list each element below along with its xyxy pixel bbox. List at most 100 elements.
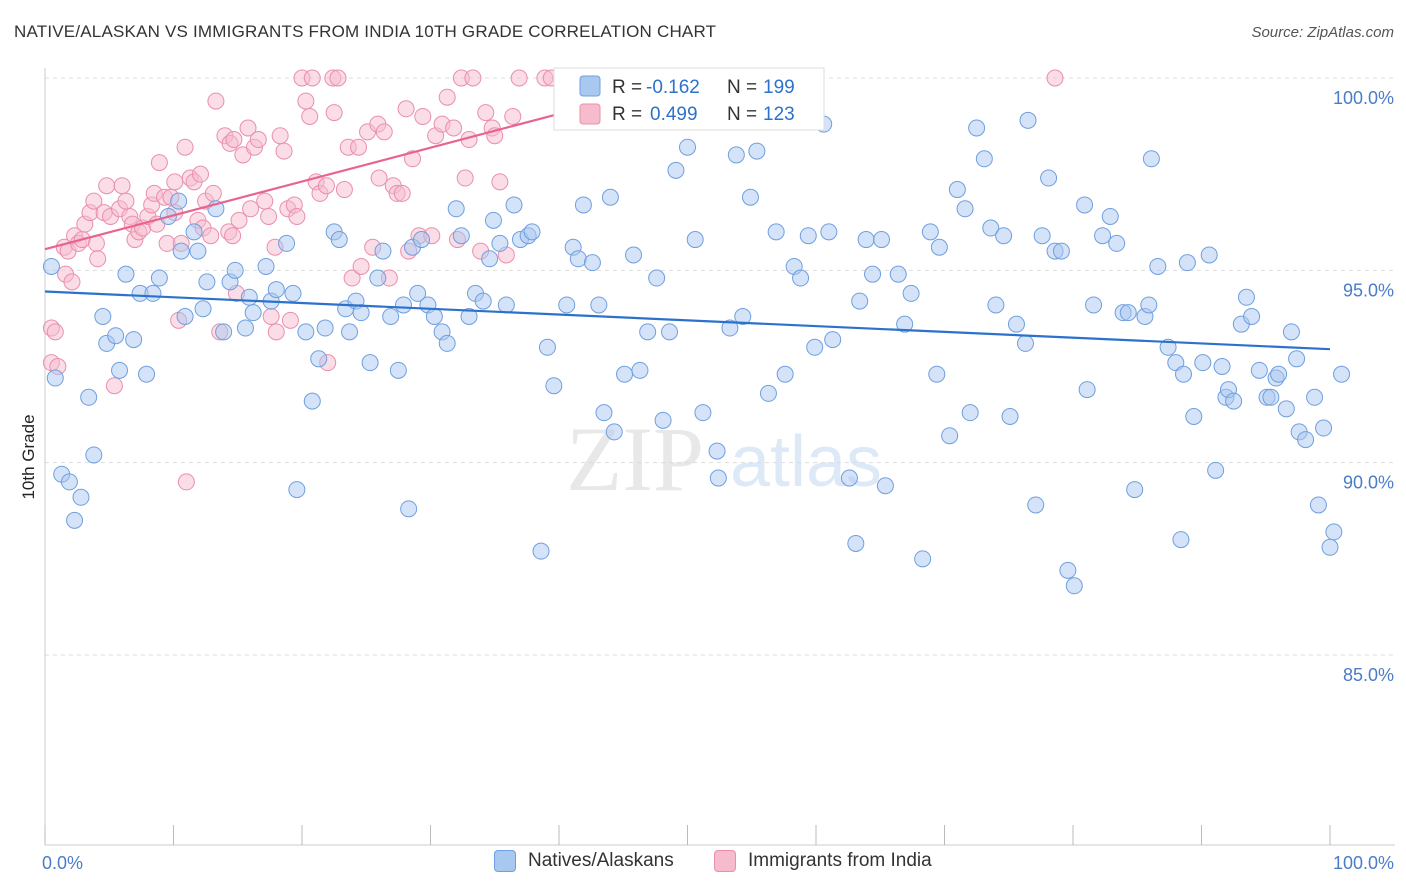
- data-point-natives: [170, 192, 188, 210]
- data-point-india: [239, 119, 257, 137]
- data-point-natives: [625, 246, 643, 264]
- data-point-natives: [847, 534, 865, 552]
- data-point-natives: [987, 296, 1005, 314]
- data-point-india: [375, 123, 393, 141]
- legend-label-natives: Natives/Alaskans: [528, 850, 674, 871]
- data-point-natives: [667, 161, 685, 179]
- data-point-natives: [734, 307, 752, 325]
- data-point-natives: [447, 200, 465, 218]
- data-point-natives: [1175, 365, 1193, 383]
- data-point-natives: [1262, 388, 1280, 406]
- data-point-india: [370, 169, 388, 187]
- stats-n-label-1: N =: [727, 77, 757, 98]
- data-point-india: [335, 181, 353, 199]
- data-point-natives: [679, 138, 696, 156]
- data-point-natives: [244, 304, 262, 322]
- data-point-natives: [914, 550, 932, 568]
- data-point-natives: [1142, 150, 1160, 168]
- data-point-natives: [107, 327, 125, 345]
- data-point-natives: [721, 319, 739, 337]
- data-point-natives: [60, 473, 78, 491]
- data-point-natives: [240, 288, 258, 306]
- data-point-india: [510, 69, 528, 87]
- data-point-natives: [654, 411, 672, 429]
- data-point-india: [267, 323, 285, 341]
- data-point-india: [271, 127, 289, 145]
- data-point-india: [491, 173, 509, 191]
- x-tick-label: 100.0%: [1333, 853, 1394, 873]
- data-point-natives: [369, 269, 387, 287]
- data-point-natives: [1085, 296, 1103, 314]
- data-point-india: [204, 184, 222, 202]
- data-point-india: [46, 323, 64, 341]
- data-point-india: [397, 100, 415, 118]
- data-point-natives: [876, 477, 894, 495]
- y-tick-label: 95.0%: [1343, 280, 1394, 300]
- chart-title: NATIVE/ALASKAN VS IMMIGRANTS FROM INDIA …: [14, 22, 717, 41]
- data-point-natives: [1159, 338, 1177, 356]
- data-point-natives: [1126, 481, 1144, 499]
- data-point-natives: [601, 188, 619, 206]
- data-point-natives: [616, 365, 634, 383]
- data-point-natives: [94, 307, 112, 325]
- data-point-natives: [1297, 431, 1315, 449]
- data-point-natives: [1172, 531, 1190, 549]
- data-point-natives: [374, 242, 392, 260]
- legend-swatch-blue: [494, 850, 516, 872]
- data-point-natives: [395, 296, 413, 314]
- data-point-natives: [896, 315, 914, 333]
- series-natives-alaskans: [42, 111, 1351, 595]
- data-point-natives: [438, 334, 456, 352]
- data-point-natives: [413, 231, 431, 249]
- data-point-natives: [144, 284, 162, 302]
- data-point-natives: [694, 404, 712, 422]
- watermark-atlas: atlas: [730, 422, 882, 502]
- data-point-natives: [267, 281, 285, 299]
- data-point-natives: [545, 377, 563, 395]
- data-point-india: [477, 104, 495, 122]
- data-point-natives: [930, 238, 948, 256]
- data-point-natives: [80, 388, 98, 406]
- data-point-natives: [1321, 538, 1339, 556]
- data-point-natives: [840, 469, 858, 487]
- data-point-natives: [1250, 361, 1268, 379]
- legend-label-india: Immigrants from India: [748, 850, 932, 871]
- data-point-india: [456, 169, 474, 187]
- data-point-india: [297, 92, 315, 110]
- stats-legend-swatch-pink: [579, 103, 601, 125]
- data-point-natives: [1078, 381, 1096, 399]
- grid-layer: [45, 77, 1395, 656]
- data-point-natives: [1033, 227, 1051, 245]
- data-point-natives: [189, 242, 207, 260]
- data-point-natives: [648, 269, 666, 287]
- data-point-natives: [767, 223, 785, 241]
- data-point-natives: [330, 231, 348, 249]
- data-point-india: [117, 192, 135, 210]
- data-point-natives: [569, 250, 587, 268]
- data-point-natives: [1277, 400, 1295, 418]
- data-point-natives: [727, 146, 745, 164]
- data-point-natives: [1270, 365, 1288, 383]
- data-point-india: [464, 69, 482, 87]
- data-point-india: [202, 227, 220, 245]
- data-point-natives: [460, 307, 478, 325]
- data-point-natives: [452, 227, 470, 245]
- stats-n-value-2: 123: [763, 104, 795, 125]
- data-point-natives: [1027, 496, 1045, 514]
- data-point-natives: [481, 250, 499, 268]
- data-point-india: [158, 234, 176, 252]
- data-point-natives: [532, 542, 550, 560]
- data-point-natives: [574, 196, 592, 214]
- x-tick-label: 0.0%: [42, 853, 83, 873]
- data-point-natives: [72, 488, 90, 506]
- data-point-natives: [1243, 307, 1261, 325]
- data-point-india: [105, 377, 123, 395]
- data-point-natives: [741, 188, 759, 206]
- data-point-natives: [538, 338, 556, 356]
- data-point-natives: [138, 365, 156, 383]
- watermark-zip: ZIP: [566, 408, 704, 510]
- data-point-india: [352, 257, 370, 275]
- data-point-natives: [1040, 169, 1058, 187]
- data-point-natives: [425, 307, 443, 325]
- data-point-india: [438, 88, 456, 106]
